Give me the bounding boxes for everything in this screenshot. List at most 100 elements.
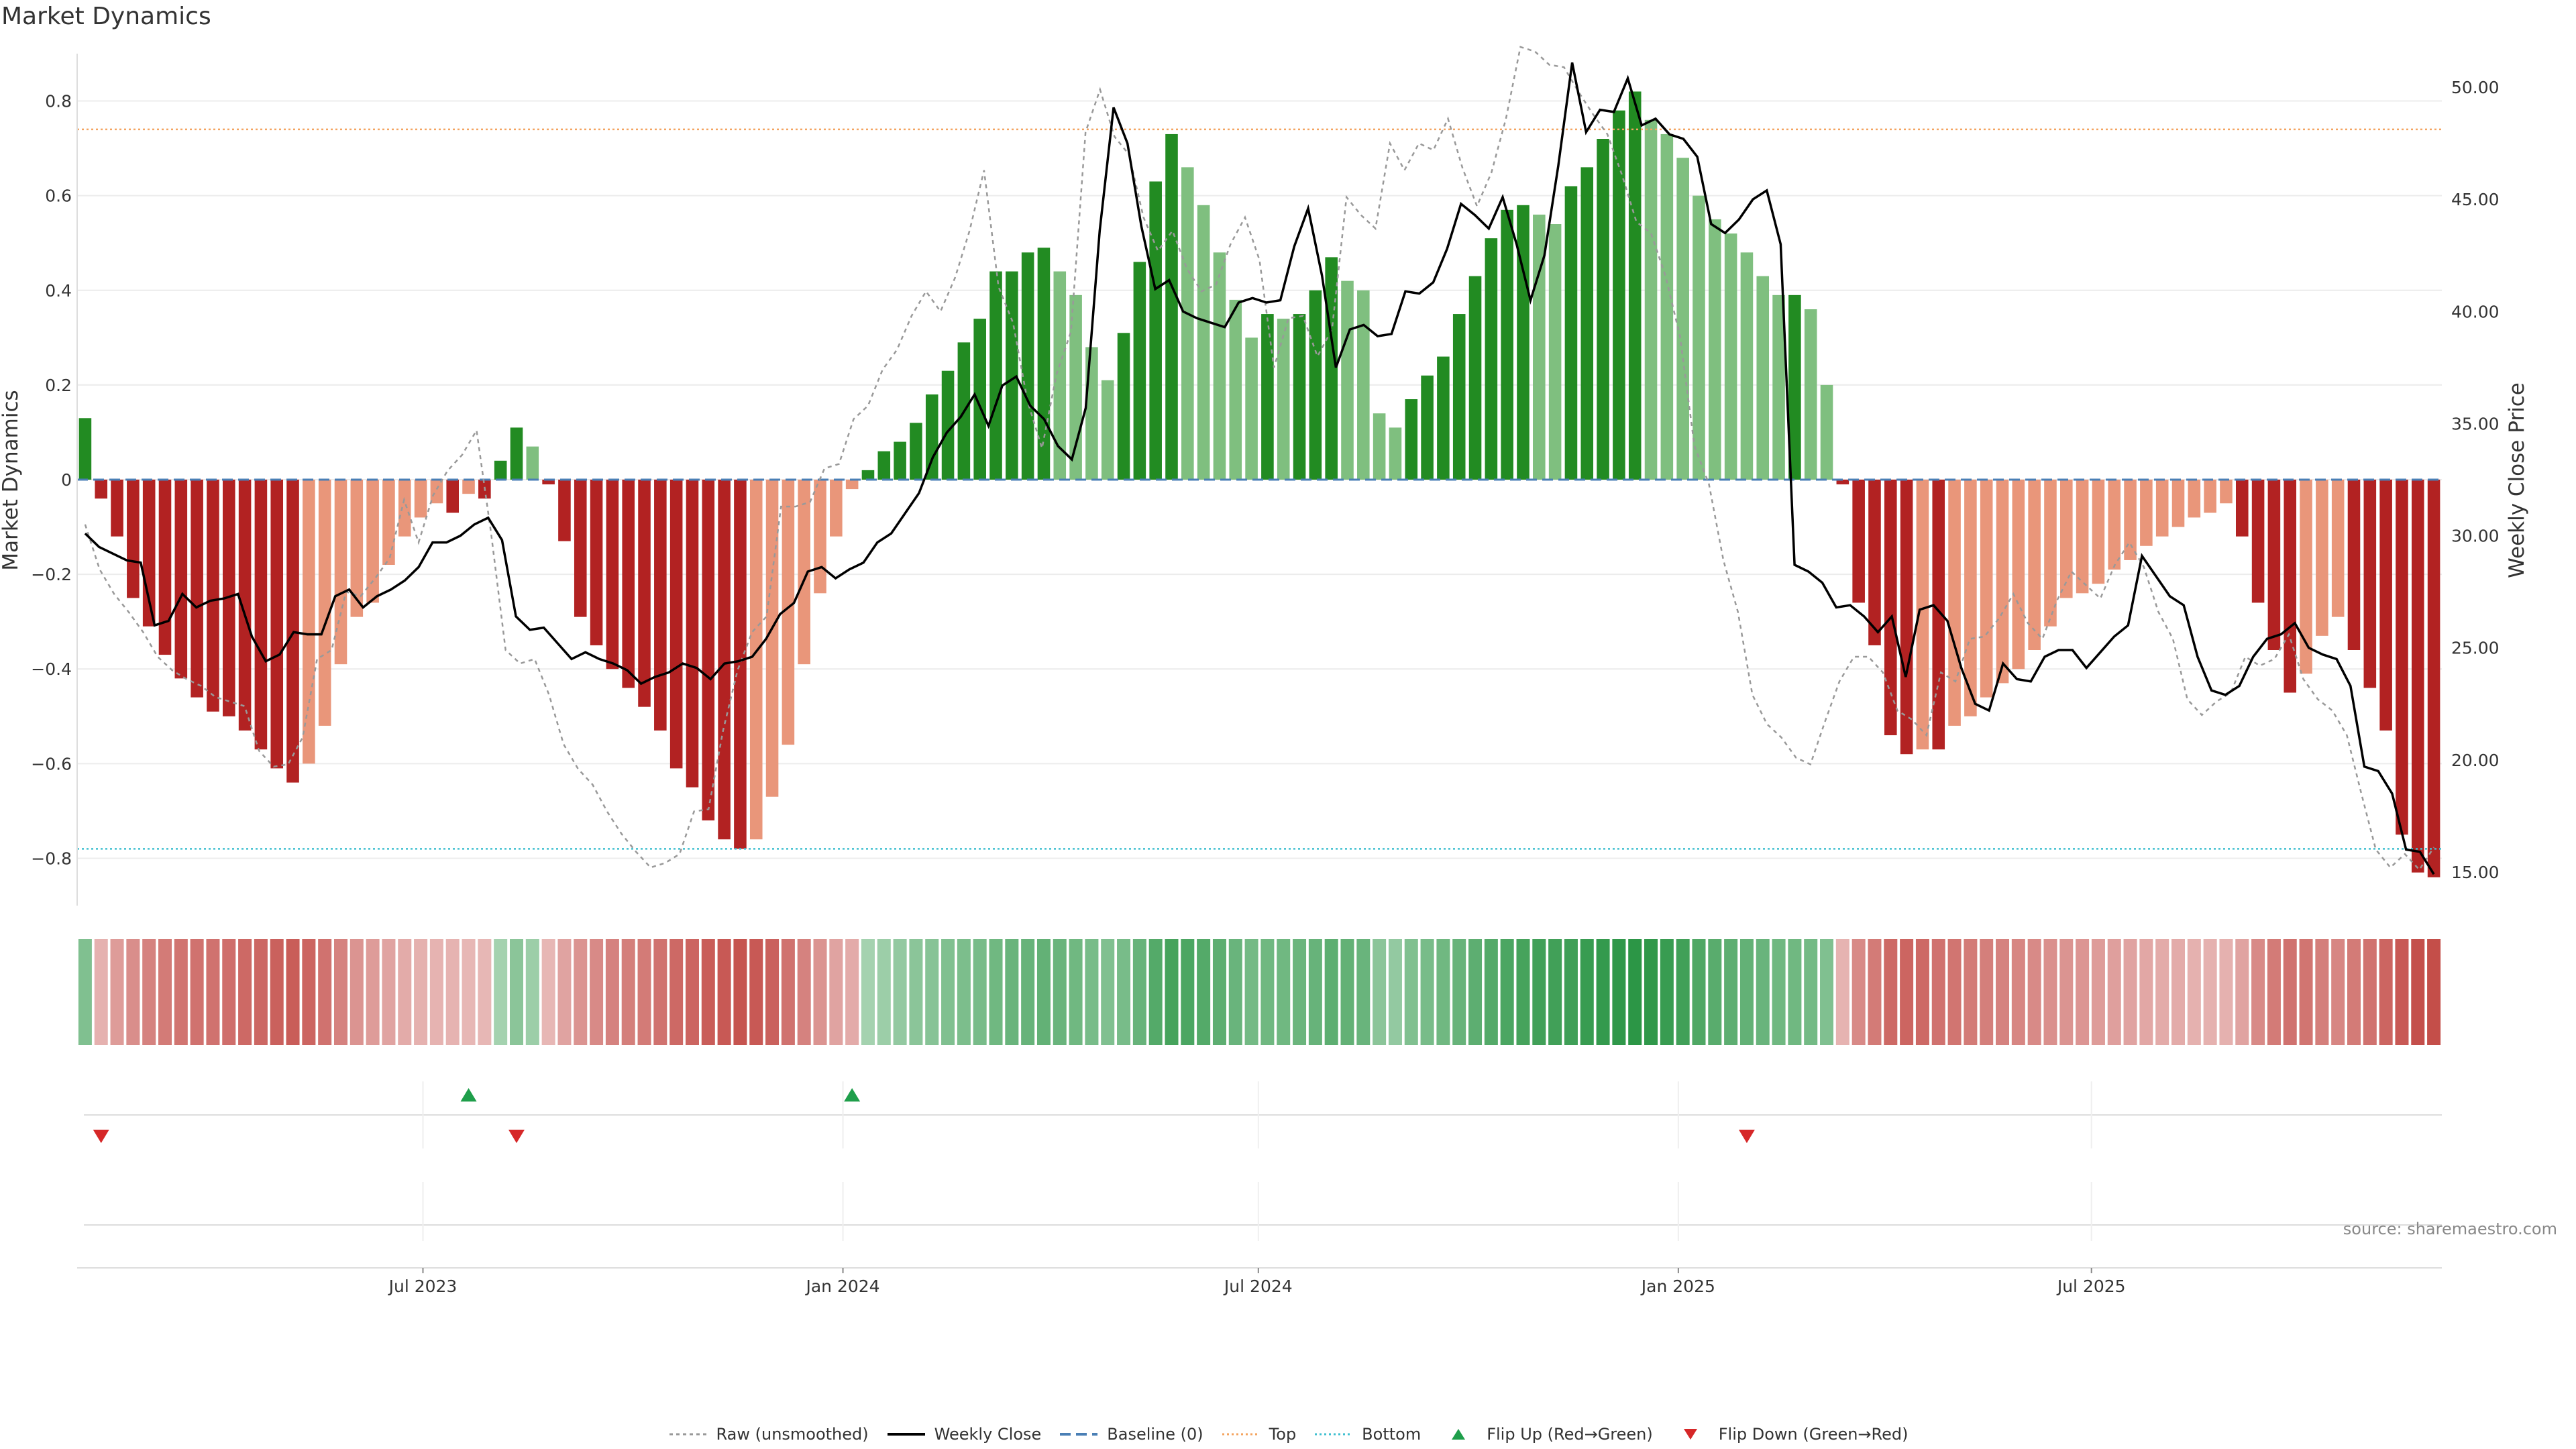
heat-strip-cell	[174, 939, 188, 1045]
market-dynamics-bar	[1788, 294, 1801, 480]
heat-strip-cell	[2059, 939, 2074, 1045]
market-dynamics-bar	[622, 480, 635, 688]
market-dynamics-bar	[174, 480, 188, 679]
heat-strip-cell	[333, 939, 347, 1045]
heat-strip-cell	[302, 939, 316, 1045]
heat-strip-cell	[1884, 939, 1898, 1045]
market-dynamics-bar	[2155, 480, 2169, 537]
x-tick-label: Jan 2025	[1640, 1277, 1715, 1296]
heat-strip-cell	[1612, 939, 1626, 1045]
legend-item-baseline: Baseline (0)	[1059, 1425, 1203, 1444]
legend-swatch-bottom	[1313, 1428, 1354, 1441]
heat-strip-cell	[1260, 939, 1275, 1045]
heat-strip-cell	[238, 939, 252, 1045]
market-dynamics-bar	[1916, 480, 1929, 750]
market-dynamics-bar	[1149, 181, 1162, 480]
market-dynamics-bar	[1884, 480, 1897, 735]
heat-strip-cell	[2139, 939, 2153, 1045]
heat-strip-cell	[574, 939, 588, 1045]
market-dynamics-bar	[1085, 347, 1098, 480]
market-dynamics-bar	[1580, 167, 1594, 480]
heat-strip-cell	[509, 939, 523, 1045]
market-dynamics-bar	[1517, 205, 1529, 480]
market-dynamics-bar	[2251, 480, 2265, 603]
market-dynamics-bar	[1373, 413, 1386, 480]
heat-strip-cell	[1293, 939, 1307, 1045]
heat-strip-cell	[382, 939, 396, 1045]
market-dynamics-bar	[877, 451, 891, 480]
market-dynamics-bar	[1437, 356, 1450, 480]
heat-strip-cell	[1996, 939, 2010, 1045]
y-tick-label: −0.6	[31, 754, 72, 773]
market-dynamics-bar	[2059, 480, 2073, 598]
heat-strip-cell	[2315, 939, 2329, 1045]
market-dynamics-bar	[334, 480, 347, 665]
market-dynamics-bar	[462, 480, 475, 494]
market-dynamics-bar	[2171, 480, 2185, 527]
market-dynamics-bar	[1836, 480, 1849, 485]
heat-strip-cell	[973, 939, 987, 1045]
heat-strip-cell	[2091, 939, 2105, 1045]
heat-strip-cell	[1596, 939, 1610, 1045]
heat-strip-cell	[158, 939, 172, 1045]
market-dynamics-bar	[590, 480, 603, 645]
market-dynamics-bar	[1101, 380, 1114, 480]
market-dynamics-bar	[446, 480, 460, 513]
heat-strip-cell	[1516, 939, 1530, 1045]
market-dynamics-bar	[526, 446, 539, 480]
heat-strip-cell	[2107, 939, 2121, 1045]
market-dynamics-bar	[1389, 427, 1402, 480]
market-dynamics-bar	[2396, 480, 2408, 835]
market-dynamics-bar	[1213, 252, 1226, 480]
heat-strip-cell	[2076, 939, 2090, 1045]
market-dynamics-bar	[1628, 91, 1642, 480]
market-dynamics-bar	[286, 480, 299, 783]
heat-strip-cell	[2379, 939, 2393, 1045]
heat-strip-cell	[478, 939, 492, 1045]
heat-strip-cell	[701, 939, 715, 1045]
market-dynamics-bar	[1597, 139, 1609, 480]
market-dynamics-bar	[941, 370, 955, 480]
market-dynamics-bar	[382, 480, 395, 565]
market-dynamics-bar	[1613, 110, 1625, 480]
y2-tick-label: 15.00	[2451, 863, 2500, 882]
heat-strip-cell	[893, 939, 907, 1045]
heat-strip-cell	[2395, 939, 2409, 1045]
y-axis-title: Market Dynamics	[0, 390, 23, 570]
heat-strip-cell	[989, 939, 1003, 1045]
raw-line	[84, 46, 2435, 871]
market-dynamics-bar	[191, 480, 203, 698]
heat-strip-cell	[1005, 939, 1019, 1045]
market-dynamics-bar	[989, 271, 1002, 480]
market-dynamics-bar	[2124, 480, 2137, 560]
heat-strip-cell	[1964, 939, 1978, 1045]
market-dynamics-bar	[111, 480, 123, 537]
market-dynamics-bar	[1405, 399, 1418, 480]
heat-strip-cell	[765, 939, 780, 1045]
market-dynamics-bar	[1485, 238, 1498, 480]
market-dynamics-bar	[1037, 248, 1051, 480]
heat-strip-cell	[621, 939, 635, 1045]
market-dynamics-bar	[702, 480, 715, 820]
market-dynamics-bar	[1660, 133, 1674, 480]
y-tick-label: 0	[61, 470, 72, 490]
market-dynamics-bar	[910, 423, 922, 480]
heat-strip-cell	[78, 939, 92, 1045]
market-dynamics-bar	[1932, 480, 1945, 750]
market-dynamics-bar	[2331, 480, 2345, 617]
market-dynamics-bar	[1644, 119, 1658, 480]
heat-strip-cell	[2187, 939, 2201, 1045]
legend-swatch-flip-up	[1438, 1428, 1479, 1441]
market-dynamics-bar	[1852, 480, 1865, 603]
heat-strip-cell	[1772, 939, 1786, 1045]
market-dynamics-bar	[1293, 314, 1306, 480]
flip-down-marker	[508, 1130, 525, 1143]
heat-strip-cell	[1117, 939, 1131, 1045]
market-dynamics-bar	[894, 441, 906, 480]
heat-strip-cell	[1931, 939, 1945, 1045]
y2-axis-title: Weekly Close Price	[2505, 382, 2529, 578]
heat-strip-cell	[1197, 939, 1211, 1045]
heat-strip-cell	[2235, 939, 2249, 1045]
heat-strip-cell	[1915, 939, 1929, 1045]
